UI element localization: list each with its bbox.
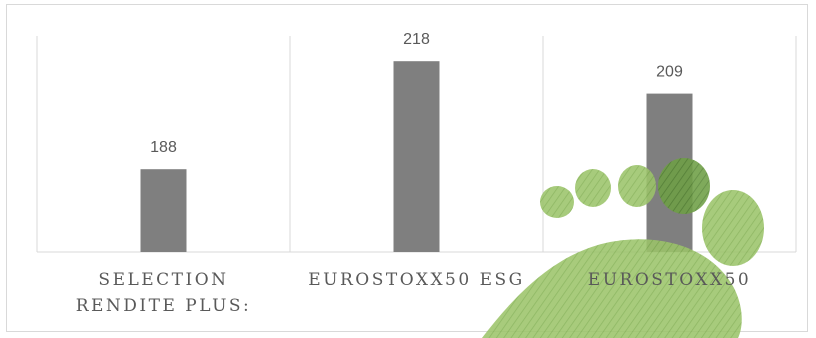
category-label-1-line-1: SELECTION	[98, 270, 228, 290]
data-label-3: 209	[656, 64, 683, 81]
category-label-1-line-2: RENDITE PLUS:	[76, 296, 252, 316]
category-label-3-line-1: EUROSTOXX50	[588, 270, 751, 290]
footprint-watermark	[482, 158, 764, 338]
footprint-toe-4	[658, 158, 710, 214]
footprint-toe-3	[618, 165, 656, 207]
footprint-sole	[482, 239, 742, 338]
footprint-toe-5	[702, 190, 764, 266]
bar-1	[140, 169, 187, 252]
bar-2	[393, 61, 440, 253]
data-label-1: 188	[150, 139, 177, 156]
footprint-toe-1	[540, 186, 574, 218]
data-label-2: 218	[403, 31, 430, 48]
category-label-2-line-1: EUROSTOXX50 ESG	[308, 270, 524, 290]
footprint-toe-2	[575, 169, 611, 207]
